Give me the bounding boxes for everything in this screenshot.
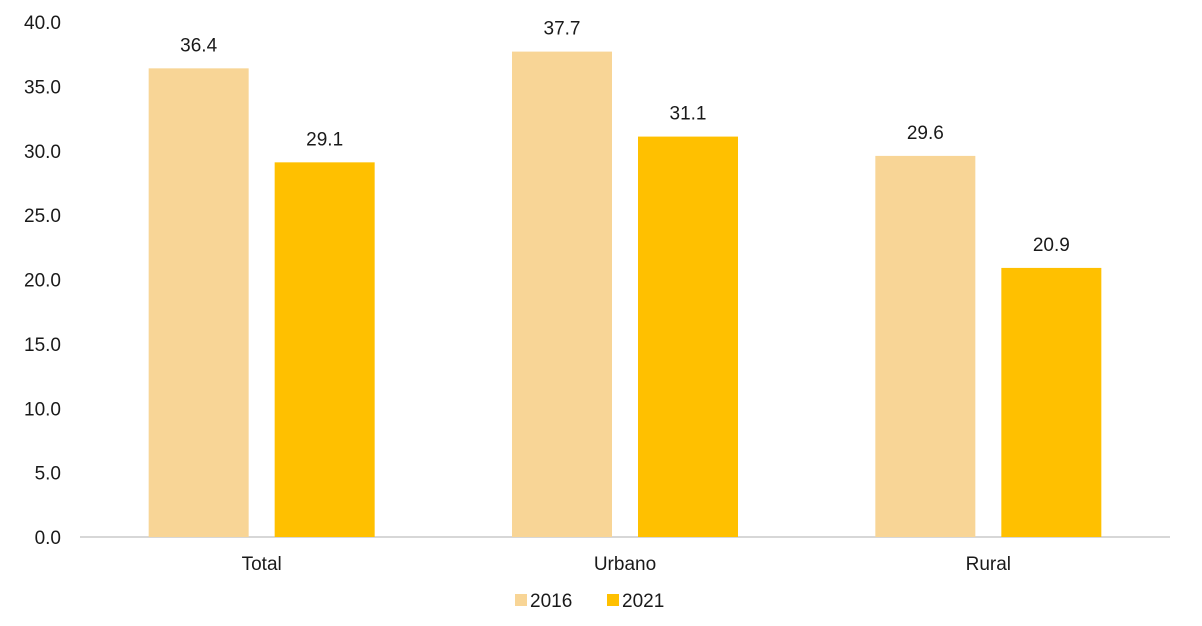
bar-2016-total: [148, 68, 249, 537]
bar-2016-urbano: [512, 51, 612, 538]
bar-2021-total: [274, 162, 375, 537]
legend-label: 2021: [622, 591, 664, 612]
y-tick-label: 25.0: [24, 206, 61, 227]
bar-2021-urbano: [638, 136, 738, 537]
y-tick-label: 30.0: [24, 142, 61, 163]
data-label: 20.9: [1033, 235, 1070, 256]
x-category-label: Rural: [966, 554, 1011, 575]
legend-label: 2016: [530, 591, 572, 612]
legend-swatch: [515, 594, 527, 606]
y-tick-label: 20.0: [24, 271, 61, 292]
data-label: 36.4: [180, 35, 217, 56]
bar-2021-rural: [1001, 267, 1102, 537]
bar-2016-rural: [875, 155, 976, 537]
x-category-label: Total: [242, 554, 282, 575]
y-tick-label: 15.0: [24, 335, 61, 356]
y-tick-label: 35.0: [24, 77, 61, 98]
data-label: 29.6: [907, 123, 944, 144]
legend-swatch: [607, 594, 619, 606]
data-label: 37.7: [544, 19, 581, 40]
y-tick-label: 5.0: [35, 464, 61, 485]
y-tick-label: 10.0: [24, 399, 61, 420]
x-category-label: Urbano: [594, 554, 656, 575]
y-tick-label: 40.0: [24, 13, 61, 34]
y-tick-label: 0.0: [35, 528, 61, 549]
data-label: 29.1: [306, 129, 343, 150]
data-label: 31.1: [670, 104, 707, 125]
